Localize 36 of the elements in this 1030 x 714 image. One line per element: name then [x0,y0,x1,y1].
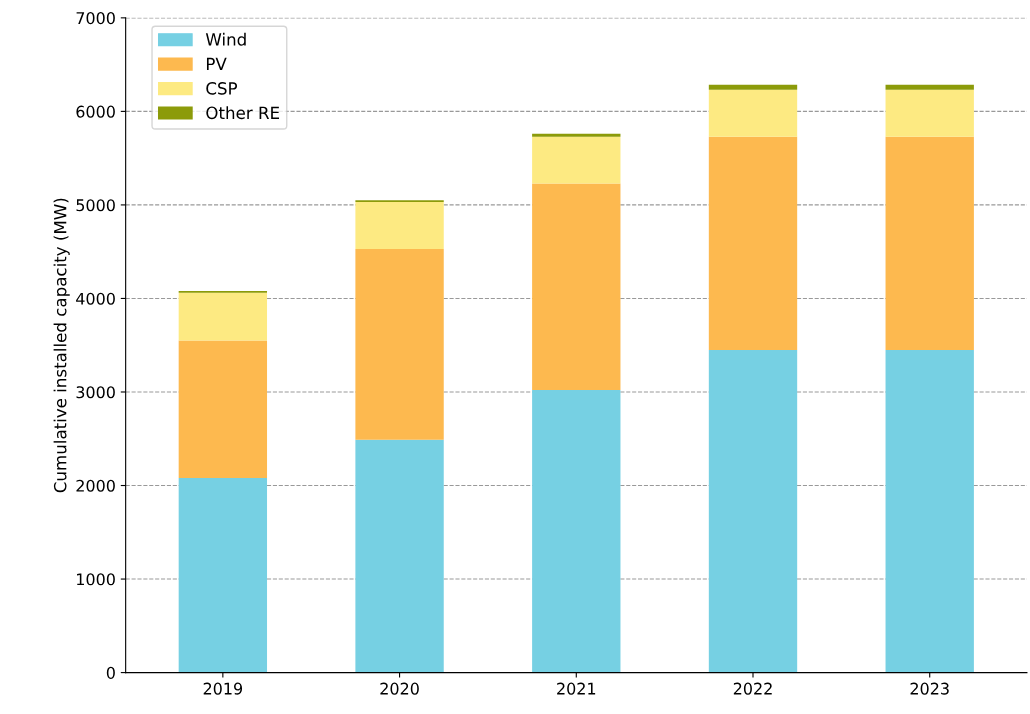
y-tick-label: 1000 [77,573,115,586]
legend-label: PV [206,57,227,70]
bar [708,136,798,350]
y-tick-label: 2000 [76,479,115,492]
legend-label: Other RE [206,106,280,120]
x-tick-label: 2021 [557,682,596,695]
bar [355,439,444,673]
x-tick-label: 2022 [733,682,772,695]
legend-label: Wind [205,32,246,46]
bar [885,89,974,137]
bar [532,390,621,673]
bar [885,136,974,350]
x-tick-label: 2019 [203,682,243,695]
bar [355,248,444,440]
y-tick-label: 5000 [76,199,115,212]
x-tick-label: 2020 [380,682,419,695]
y-tick-label: 3000 [76,386,115,399]
y-tick-label: 0 [106,666,115,679]
x-tick-label: 2023 [910,682,949,695]
bar [355,202,444,249]
bar [708,89,798,137]
bar [885,84,974,90]
bar [532,136,621,184]
bar [532,183,621,391]
bar [708,84,798,90]
legend-label: CSP [206,82,238,95]
bar [178,340,268,479]
bar [178,478,268,673]
y-tick-label: 6000 [76,105,115,118]
y-tick-label: 7000 [76,12,115,25]
bar [708,349,798,673]
bar [885,349,974,673]
bar [178,292,268,341]
y-axis-title: Cumulative installed capacity (MW) [53,198,70,493]
bar [532,133,621,137]
y-tick-label: 4000 [76,292,115,305]
